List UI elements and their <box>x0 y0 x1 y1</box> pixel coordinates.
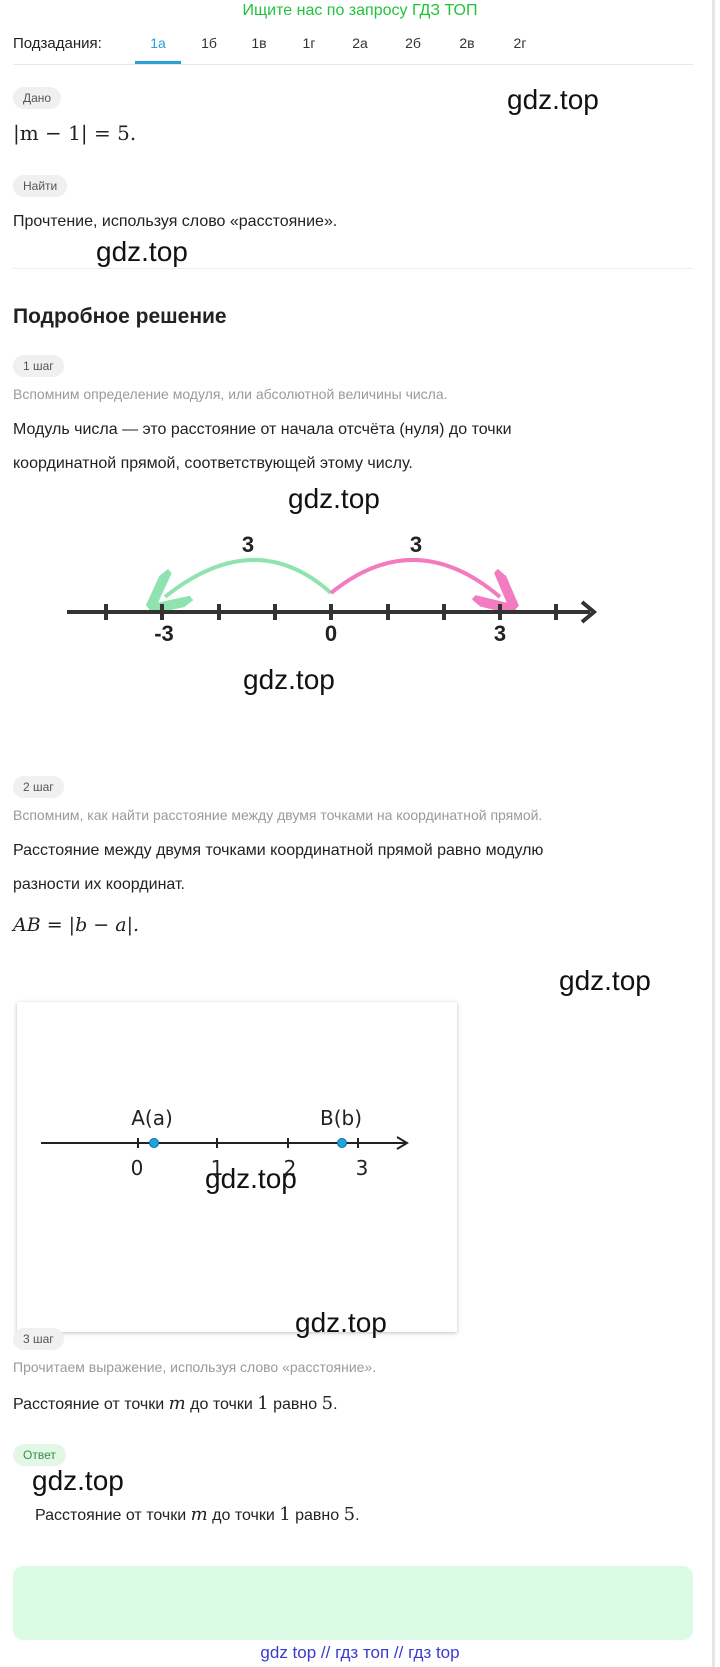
tab-2g[interactable]: 2г <box>513 35 527 51</box>
step1-hint: Вспомним определение модуля, или абсолют… <box>13 386 448 402</box>
tab-2v[interactable]: 2в <box>459 35 475 51</box>
tick-label-neg3: -3 <box>154 621 174 646</box>
right-arc-label: 3 <box>410 532 422 557</box>
axis-arrowhead <box>396 1136 409 1150</box>
tab-2b[interactable]: 2б <box>405 35 421 51</box>
scrollbar[interactable] <box>712 0 715 1667</box>
find-text: Прочтение, используя слово «расстояние». <box>13 213 338 230</box>
answer-text-c: равно <box>290 1507 344 1524</box>
active-tab-indicator <box>135 61 181 64</box>
watermark: gdz.top <box>295 1307 387 1338</box>
tick-label-2: 2 <box>284 1156 297 1180</box>
watermark: gdz.top <box>243 664 335 695</box>
tick-label-3: 3 <box>356 1156 369 1180</box>
step3-pill: 3 шаг <box>13 1328 64 1350</box>
solution-heading: Подробное решение <box>13 305 227 328</box>
tick-label-0: 0 <box>325 621 337 646</box>
step1-text-line2: координатной прямой, соответствующей это… <box>13 455 413 472</box>
points-number-line: A(a) B(b) 0 1 2 3 <box>41 1106 409 1180</box>
tick-label-3: 3 <box>494 621 506 646</box>
points-figure-card: A(a) B(b) 0 1 2 3 gdz.top <box>17 1002 457 1332</box>
tab-2a[interactable]: 2а <box>352 35 368 51</box>
num-1: 1 <box>257 1393 269 1414</box>
watermark: gdz.top <box>32 1465 124 1496</box>
tick-label-1: 1 <box>211 1156 224 1180</box>
answer-text-d: . <box>355 1507 360 1524</box>
step1-text-line1: Модуль числа — это расстояние от начала … <box>13 421 512 438</box>
axis-ticks <box>137 1138 359 1148</box>
step3-hint: Прочитаем выражение, используя слово «ра… <box>13 1359 377 1375</box>
tab-1a[interactable]: 1а <box>150 35 166 51</box>
num-1: 1 <box>279 1504 291 1525</box>
tick-label-0: 0 <box>131 1156 144 1180</box>
point-a-label: A(a) <box>131 1106 173 1130</box>
answer-text: Расстояние от точки m до точки 1 равно 5… <box>35 1504 360 1525</box>
right-arc-arrow <box>329 558 500 597</box>
subtasks-nav: Подзадания: 1а 1б 1в 1г 2а 2б 2в 2г <box>13 30 693 65</box>
axis-ticks <box>104 604 558 620</box>
subtasks-label: Подзадания: <box>13 35 102 52</box>
footer-links[interactable]: gdz top // гдз топ // гдз top <box>260 1643 460 1662</box>
number-line-figure: 3 3 -3 0 3 <box>67 532 598 646</box>
step2-text-line2: разности их координат. <box>13 876 185 893</box>
given-formula: |m − 1| = 5. <box>13 121 137 145</box>
watermark: gdz.top <box>96 236 188 267</box>
find-pill: Найти <box>13 175 68 197</box>
axis-arrowhead <box>580 600 598 624</box>
answer-pill: Ответ <box>13 1444 66 1466</box>
var-m: m <box>190 1504 208 1525</box>
step2-formula: AB = |b − a|. <box>13 914 140 936</box>
left-arc-label: 3 <box>242 532 254 557</box>
answer-box <box>13 1566 693 1640</box>
left-arc-arrow <box>165 558 333 597</box>
point-a-dot <box>149 1138 159 1148</box>
watermark: gdz.top <box>559 965 651 996</box>
step2-hint: Вспомним, как найти расстояние между дву… <box>13 807 543 823</box>
num-5: 5 <box>321 1393 334 1414</box>
step2-text-line1: Расстояние между двумя точками координат… <box>13 842 544 859</box>
watermark: gdz.top <box>205 1163 297 1194</box>
watermark: gdz.top <box>507 84 599 115</box>
step3-text-b: до точки <box>185 1396 258 1413</box>
var-m: m <box>168 1393 186 1414</box>
step3-text-c: равно <box>268 1396 322 1413</box>
answer-text-a: Расстояние от точки <box>35 1507 191 1524</box>
step3-text-d: . <box>333 1396 338 1413</box>
search-banner: Ищите нас по запросу ГДЗ ТОП <box>242 2 478 19</box>
given-pill: Дано <box>13 87 62 109</box>
point-b-label: B(b) <box>320 1106 362 1130</box>
point-b-dot <box>337 1138 347 1148</box>
num-5: 5 <box>343 1504 356 1525</box>
step1-pill: 1 шаг <box>13 355 64 377</box>
answer-text-b: до точки <box>207 1507 280 1524</box>
watermark: gdz.top <box>288 483 380 514</box>
tab-1v[interactable]: 1в <box>251 35 267 51</box>
divider <box>13 268 693 269</box>
tab-1g[interactable]: 1г <box>302 35 316 51</box>
step3-text-a: Расстояние от точки <box>13 1396 169 1413</box>
tab-1b[interactable]: 1б <box>201 35 217 51</box>
step3-text: Расстояние от точки m до точки 1 равно 5… <box>13 1393 338 1414</box>
step2-pill: 2 шаг <box>13 776 64 798</box>
